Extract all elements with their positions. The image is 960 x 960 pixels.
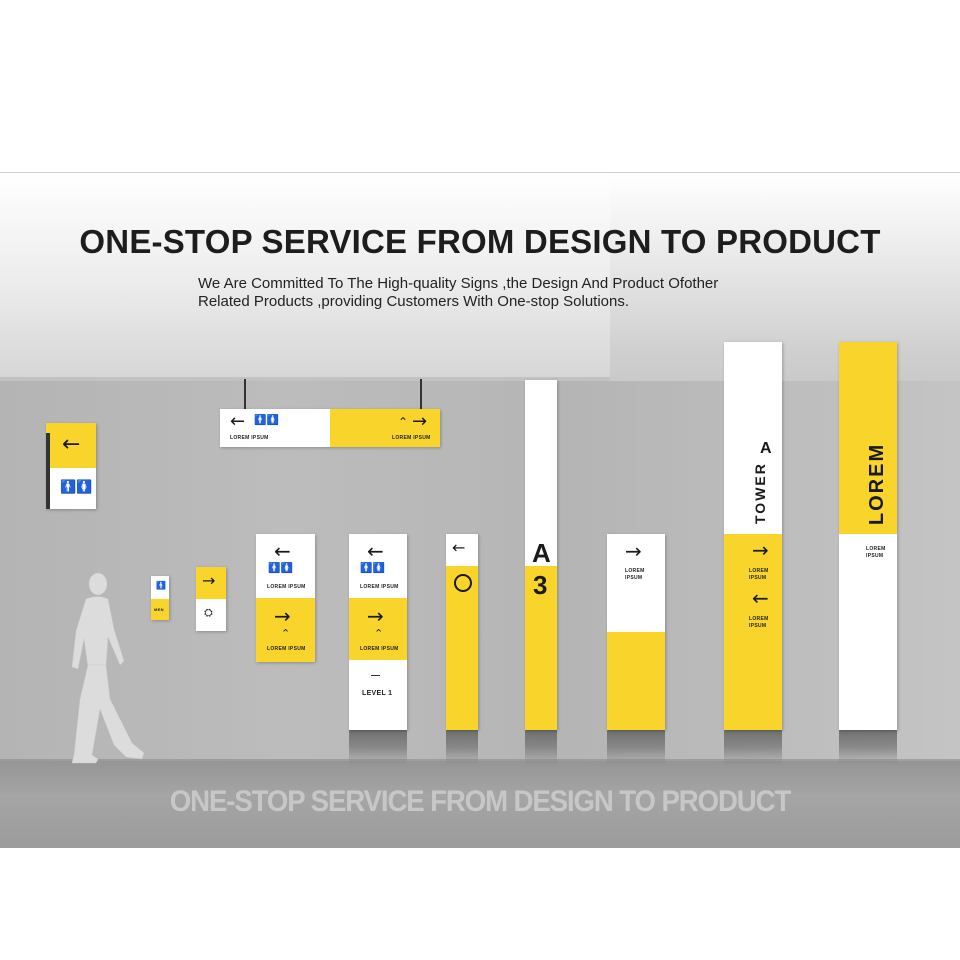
- sign-caption-1: LOREM: [866, 546, 886, 552]
- arrow-left-icon: ←: [62, 432, 81, 457]
- totem-tower: A TOWER → LOREM IPSUM ← LOREM IPSUM: [724, 342, 782, 730]
- hanger-icon: ⌃: [374, 627, 384, 640]
- restroom-icon: 🚹🚺: [60, 480, 93, 495]
- arrow-left-icon: ←: [452, 538, 466, 557]
- sign-caption-1: LOREM: [625, 568, 645, 574]
- block-letter: A: [532, 538, 551, 568]
- sign-caption: LOREM IPSUM: [267, 646, 306, 652]
- lorem-vertical-label: LOREM: [866, 442, 888, 526]
- sign-caption-2: IPSUM: [749, 623, 767, 629]
- totem-level: ← 🚹🚺 LOREM IPSUM → ⌃ LOREM IPSUM — LEVEL…: [349, 534, 407, 730]
- arrow-left-icon: ←: [274, 539, 291, 563]
- level-label: LEVEL 1: [362, 690, 393, 697]
- escalator-icon: ⛭: [204, 606, 213, 619]
- floor-line: [0, 759, 960, 762]
- arrow-left-icon: ←: [752, 586, 769, 610]
- direction-plaque: → ⛭: [196, 567, 226, 631]
- hanging-sign: ← 🚹🚺 LOREM IPSUM ⌃ → LOREM IPSUM: [220, 409, 440, 447]
- sign-caption: LOREM IPSUM: [360, 646, 399, 652]
- arrow-right-icon: →: [274, 604, 291, 628]
- restroom-icon: 🚹🚺: [254, 415, 279, 426]
- page-title: ONE-STOP SERVICE FROM DESIGN TO PRODUCT: [79, 223, 881, 260]
- arrow-right-icon: →: [752, 538, 769, 562]
- wall: [0, 381, 960, 763]
- hanging-rod-left: [244, 379, 246, 409]
- floor-reflection-text: ONE-STOP SERVICE FROM DESIGN TO PRODUCT: [169, 785, 792, 818]
- small-plaque: 🚹 MEN: [151, 576, 169, 620]
- page-subtitle: We Are Committed To The High-quality Sig…: [198, 275, 798, 311]
- sign-caption-2: IPSUM: [866, 553, 884, 559]
- walking-person-figure: [71, 572, 145, 764]
- sign-caption-1: LOREM: [749, 616, 769, 622]
- subtitle-line-2: Related Products ,providing Customers Wi…: [198, 293, 630, 310]
- totem-shadow: [724, 729, 782, 765]
- tower-label: TOWER: [752, 462, 768, 524]
- restroom-icon: 🚹🚺: [268, 563, 293, 574]
- restroom-icon: 🚹: [156, 581, 166, 590]
- plaque-label: MEN: [154, 607, 164, 612]
- totem-block: A 3: [525, 380, 557, 730]
- subtitle-line-1: We Are Committed To The High-quality Sig…: [198, 275, 719, 292]
- totem-shadow: [607, 729, 665, 765]
- sign-caption: LOREM IPSUM: [360, 584, 399, 590]
- block-number: 3: [533, 570, 548, 600]
- ceiling-edge: [0, 377, 610, 381]
- sign-caption: LOREM IPSUM: [230, 435, 269, 441]
- arrow-left-icon: ←: [367, 539, 384, 563]
- hanging-rod-right: [420, 379, 422, 409]
- totem-lorem: → LOREM IPSUM: [607, 534, 665, 730]
- totem-shadow: [839, 729, 897, 765]
- arrow-right-icon: →: [367, 604, 384, 628]
- restroom-icon: 🚹🚺: [360, 563, 385, 574]
- totem-yellow: ←: [446, 534, 478, 730]
- totem-shadow: [525, 729, 557, 765]
- wifi-badge-icon: [454, 574, 472, 592]
- wall-flag-sign: ← 🚹🚺: [46, 423, 96, 509]
- arrow-right-icon: →: [202, 571, 216, 590]
- totem-shadow: [349, 729, 407, 765]
- totem-lorem-tall: LOREM LOREM IPSUM: [839, 342, 897, 730]
- sign-caption: LOREM IPSUM: [392, 435, 431, 441]
- sign-caption: LOREM IPSUM: [267, 584, 306, 590]
- arrow-left-icon: ←: [230, 411, 246, 432]
- floor: [0, 761, 960, 848]
- totem-shadow: [446, 729, 478, 765]
- ceiling: [0, 173, 610, 379]
- arrow-right-icon: →: [412, 411, 428, 432]
- sign-caption-2: IPSUM: [625, 575, 643, 581]
- wall-directory-sign: ← 🚹🚺 LOREM IPSUM → ⌃ LOREM IPSUM: [256, 534, 315, 662]
- arrow-right-icon: →: [625, 539, 642, 563]
- signage-scene: ONE-STOP SERVICE FROM DESIGN TO PRODUCT …: [0, 172, 960, 848]
- hanger-icon: ⌃: [398, 415, 409, 429]
- hanger-icon: ⌃: [281, 627, 291, 640]
- dash-mark: —: [371, 670, 381, 680]
- tower-letter: A: [760, 440, 772, 457]
- sign-caption-1: LOREM: [749, 568, 769, 574]
- sign-caption-2: IPSUM: [749, 575, 767, 581]
